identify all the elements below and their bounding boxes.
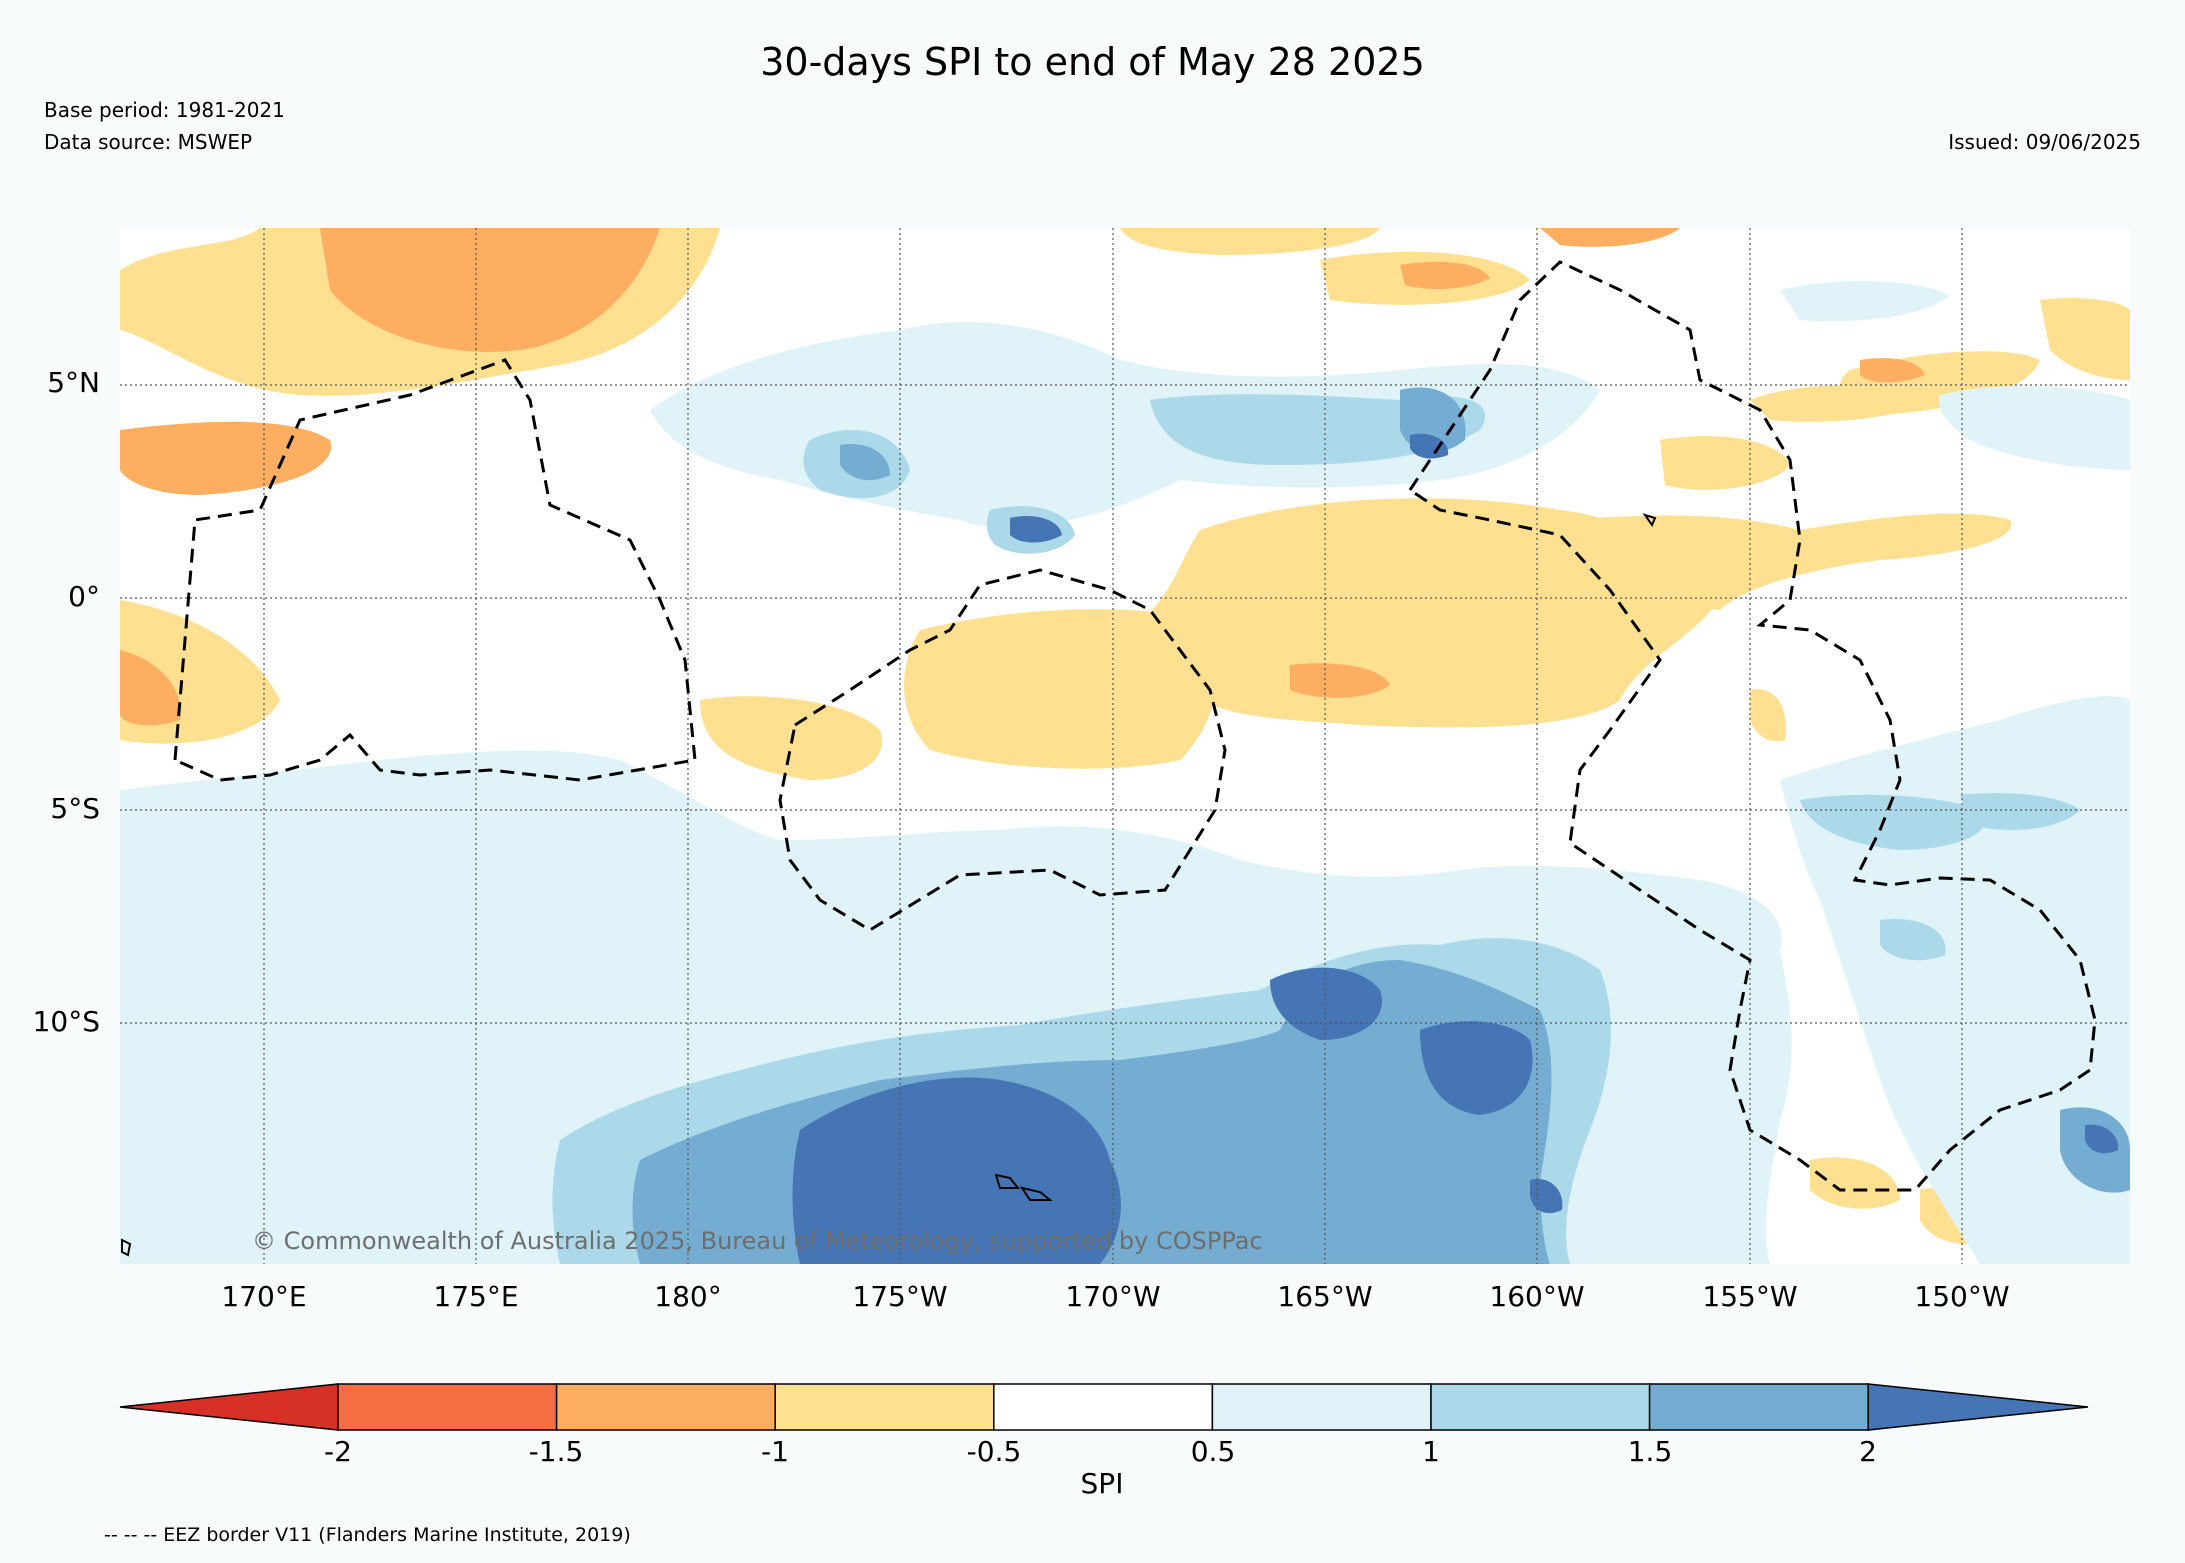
dry-core-northwest (320, 228, 660, 352)
eez-border-kiribati-gilbert (173, 358, 697, 782)
colorbar-tick: 1 (1422, 1435, 1440, 1468)
base-period-text: Base period: 1981-2021 (44, 98, 285, 122)
dry-core-northeast (1860, 358, 1925, 383)
wet-core-far-southeast (2085, 1124, 2119, 1154)
wet-core-south-small (1530, 1179, 1563, 1214)
lon-label-155w: 155°W (1702, 1280, 1798, 1313)
dry-band-central-east (1560, 513, 2012, 610)
colorbar-extend-low (119, 1383, 339, 1431)
lon-label-175w: 175°W (852, 1280, 948, 1313)
eez-borders (173, 260, 2097, 1192)
wet-patch-northeast (1780, 280, 1950, 322)
lon-label-175e: 175°E (433, 1280, 519, 1313)
colorbar-tick: -1.5 (528, 1435, 584, 1468)
dry-patch-southeast (1810, 1157, 1900, 1209)
dry-region-equatorial (903, 609, 1218, 769)
lon-label-150w: 150°W (1914, 1280, 2010, 1313)
wet-region-east-1 (1800, 794, 1986, 850)
wet-core-south-west (792, 1077, 1121, 1264)
colorbar-tick: 0.5 (1190, 1435, 1236, 1468)
wet-core-north-3b (1410, 433, 1449, 459)
dry-core-west (120, 650, 181, 726)
dry-region-central (1113, 498, 1720, 728)
wet-region-east-3 (1880, 919, 1946, 961)
dry-core-top (1540, 228, 1680, 247)
dry-band-top (1120, 228, 1380, 255)
wet-core-north-1 (840, 444, 890, 481)
eez-border-tokelau (778, 568, 1227, 932)
wet-region-east-2 (1960, 793, 2080, 830)
island-samoa-1 (994, 1173, 1021, 1189)
lon-label-170w: 170°W (1065, 1280, 1161, 1313)
dry-band-west (120, 421, 332, 495)
colorbar-segment (774, 1383, 995, 1431)
dry-patch-east-2 (1750, 689, 1786, 742)
dry-band-northeast-2 (1750, 385, 1930, 422)
colorbar-tick: 2 (1859, 1435, 1877, 1468)
lat-label-0: 0° (68, 580, 100, 613)
lon-label-160w: 160°W (1489, 1280, 1585, 1313)
lon-label-180: 180° (654, 1280, 722, 1313)
colorbar-extend-high (1867, 1383, 2089, 1431)
wet-core-south-central (1270, 967, 1382, 1040)
dry-core-north (1400, 261, 1490, 290)
eez-border-line-islands (1407, 260, 2097, 1192)
colorbar-tick: -0.5 (966, 1435, 1022, 1468)
map-panel (120, 228, 2130, 1264)
wet-anomaly-regions (120, 280, 2130, 1264)
island-kiritimati (1642, 513, 1657, 528)
colorbar-tick: 1.5 (1627, 1435, 1673, 1468)
eez-legend-note: -- -- -- EEZ border V11 (Flanders Marine… (104, 1524, 631, 1546)
data-source-text: Data source: MSWEP (44, 130, 253, 154)
wet-core-north-2 (1010, 515, 1062, 543)
island-fiji (121, 1238, 132, 1257)
colorbar-segment (1648, 1383, 1869, 1431)
lat-label-10s: 10°S (32, 1005, 100, 1038)
colorbar-segment (337, 1383, 558, 1431)
colorbar-tick: -2 (324, 1435, 352, 1468)
colorbar-segment (1430, 1383, 1651, 1431)
colorbar-tick: -1 (761, 1435, 789, 1468)
colorbar-segment (993, 1383, 1214, 1431)
dry-patch-east (1660, 436, 1790, 490)
island-samoa-2 (1019, 1186, 1053, 1201)
wet-core-south-east (1420, 1021, 1533, 1115)
colorbar-segments (119, 1383, 2089, 1431)
map-title: 30-days SPI to end of May 28 2025 (760, 40, 1425, 84)
lat-label-5n: 5°N (47, 366, 100, 399)
islands (121, 513, 1657, 1257)
colorbar-segment (1211, 1383, 1432, 1431)
dry-core-equatorial (1290, 663, 1390, 698)
issued-date-text: Issued: 09/06/2025 (1948, 130, 2141, 154)
lat-label-5s: 5°S (50, 792, 100, 825)
copyright-text: © Commonwealth of Australia 2025, Bureau… (252, 1227, 1263, 1255)
lon-label-165w: 165°W (1277, 1280, 1373, 1313)
dry-patch-far-east (2040, 298, 2130, 380)
wet-patch-east (1939, 385, 2130, 470)
colorbar-segment (555, 1383, 776, 1431)
colorbar-label: SPI (1080, 1467, 1124, 1500)
lon-label-170e: 170°E (221, 1280, 307, 1313)
